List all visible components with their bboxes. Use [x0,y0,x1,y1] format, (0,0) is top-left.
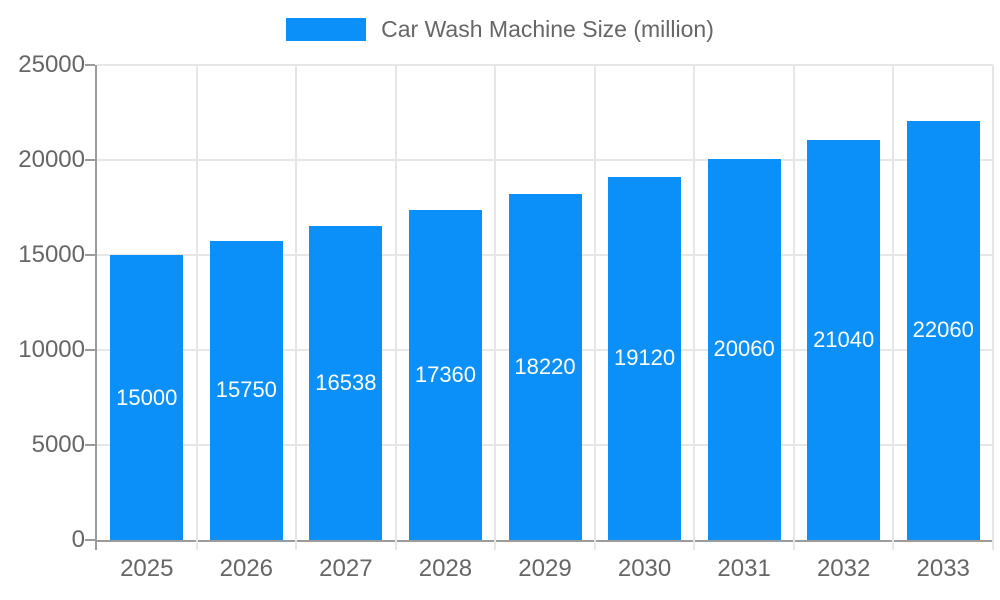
gridline-vertical [892,65,895,550]
x-axis-tick-label: 2025 [120,555,174,582]
x-axis-tick-label: 2032 [816,555,871,582]
legend-label: Car Wash Machine Size (million) [381,16,714,42]
bar-value-label: 20060 [713,336,775,362]
bar-value-label: 21040 [813,327,875,353]
x-axis-tick-label: 2026 [219,555,274,582]
y-axis-tick-label: 15000 [18,241,85,268]
bar-value-label: 15750 [215,377,277,403]
legend: Car Wash Machine Size (million) [0,16,1000,43]
x-axis-line [95,540,993,542]
gridline-vertical [992,65,994,550]
plot-area: 0 5000 10000 15000 20000 25000 15000 2025 15750 2… [18,51,994,582]
y-axis-tick [85,349,95,351]
x-axis-tick-label: 2028 [418,555,473,582]
y-axis-line [95,65,97,550]
y-axis-tick-label: 0 [71,526,85,553]
bar-2030[interactable]: 19120 [608,176,682,540]
x-axis-tick-label: 2029 [518,555,572,582]
y-axis-tick [85,159,95,161]
bar-2029[interactable]: 18220 [508,193,582,540]
gridline-vertical [295,65,298,550]
gridline-vertical [693,65,696,550]
y-axis-tick [85,539,95,541]
gridline-vertical [394,65,397,550]
x-axis-tick-label: 2030 [617,555,672,582]
x-axis-tick-label: 2031 [717,555,771,582]
y-axis-tick [85,254,95,256]
legend-swatch-icon [286,18,367,41]
bar-2025[interactable]: 15000 [110,255,184,540]
x-axis-tick-label: 2027 [319,555,373,582]
bar-value-label: 17360 [414,362,477,388]
gridline-vertical [494,65,497,550]
bar-2031[interactable]: 20060 [707,158,781,540]
bar-value-label: 18220 [514,353,576,379]
y-axis-tick-label: 5000 [31,431,85,458]
bar-2033[interactable]: 22060 [906,120,980,540]
legend-item[interactable]: Car Wash Machine Size (million) [286,16,714,43]
y-axis-tick [85,64,95,66]
bar-value-label: 19120 [613,345,676,371]
bar-2028[interactable]: 17360 [408,210,482,540]
gridline-horizontal [97,159,993,161]
bar-value-label: 16538 [315,369,377,395]
y-axis-tick-label: 10000 [18,336,85,363]
gridline-vertical [195,65,198,550]
gridline-horizontal [97,64,993,66]
bar-value-label: 15000 [116,384,178,410]
bar-2026[interactable]: 15750 [209,240,283,540]
bar-2027[interactable]: 16538 [309,225,383,540]
y-axis-tick-label: 20000 [18,146,85,173]
gridline-vertical [792,65,795,550]
y-axis-tick-label: 25000 [18,51,85,78]
x-axis-tick-label: 2033 [916,555,970,582]
y-axis-tick [85,444,95,446]
bar-value-label: 22060 [912,317,974,343]
gridline-vertical [593,65,596,550]
bar-2032[interactable]: 21040 [807,140,881,540]
